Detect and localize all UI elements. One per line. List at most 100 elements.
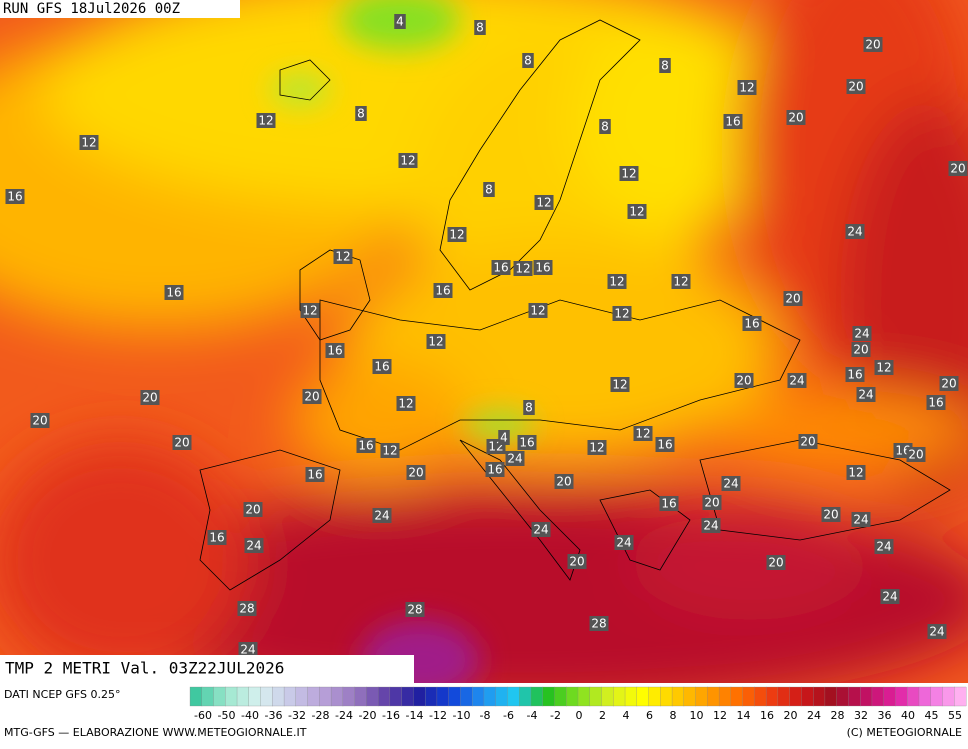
colorbar-swatch bbox=[201, 686, 214, 707]
map-label-box bbox=[79, 135, 99, 150]
map-label: 12 bbox=[673, 275, 688, 289]
map-label: 24 bbox=[876, 540, 891, 554]
map-label: 12 bbox=[848, 466, 863, 480]
map-label-box bbox=[372, 359, 392, 374]
colorbar-label: 14 bbox=[737, 709, 751, 722]
map-label: 20 bbox=[848, 80, 863, 94]
map-label: 20 bbox=[768, 556, 783, 570]
colorbar-swatch bbox=[660, 686, 673, 707]
map-label-box bbox=[599, 119, 611, 134]
map-label: 24 bbox=[240, 643, 255, 657]
colorbar-swatch bbox=[895, 686, 908, 707]
map-label: 24 bbox=[854, 327, 869, 341]
colorbar-label: -2 bbox=[550, 709, 561, 722]
colorbar-label: 28 bbox=[831, 709, 845, 722]
map-label: 16 bbox=[847, 368, 862, 382]
map-label: 16 bbox=[435, 284, 450, 298]
colorbar-swatch bbox=[189, 686, 203, 707]
map-label-box bbox=[30, 413, 50, 428]
colorbar-swatch bbox=[754, 686, 767, 707]
colorbar-label: 36 bbox=[878, 709, 892, 722]
map-label: 24 bbox=[789, 374, 804, 388]
colorbar-label: 16 bbox=[760, 709, 774, 722]
colorbar-label: -60 bbox=[194, 709, 212, 722]
colorbar-swatch bbox=[836, 686, 849, 707]
map-label-box bbox=[554, 474, 574, 489]
colorbar-swatch bbox=[777, 686, 791, 707]
map-label-box bbox=[851, 342, 871, 357]
map-label: 8 bbox=[524, 54, 532, 68]
map-label-box bbox=[426, 334, 446, 349]
temperature-field bbox=[0, 0, 968, 683]
map-label: 20 bbox=[304, 390, 319, 404]
map-label: 8 bbox=[661, 59, 669, 73]
colorbar-label: 55 bbox=[948, 709, 962, 722]
map-label: 24 bbox=[882, 590, 897, 604]
colorbar-swatch bbox=[413, 686, 426, 707]
colorbar-swatch bbox=[354, 686, 367, 707]
colorbar-swatch bbox=[907, 686, 920, 707]
map-label: 20 bbox=[142, 391, 157, 405]
colorbar-swatch bbox=[389, 686, 403, 707]
map-label-box bbox=[164, 285, 184, 300]
colorbar-swatch bbox=[436, 686, 450, 707]
map-label: 24 bbox=[246, 539, 261, 553]
colorbar-label: -36 bbox=[265, 709, 283, 722]
map-label-box bbox=[534, 195, 554, 210]
map-label: 20 bbox=[865, 38, 880, 52]
map-label-box bbox=[300, 303, 320, 318]
colorbar-swatch bbox=[624, 686, 638, 707]
map-label: 28 bbox=[239, 602, 254, 616]
colorbar-swatch bbox=[848, 686, 861, 707]
map-label: 24 bbox=[616, 536, 631, 550]
colorbar-label: -24 bbox=[335, 709, 353, 722]
colorbar-label: 45 bbox=[925, 709, 939, 722]
map-label-box bbox=[356, 438, 376, 453]
colorbar-swatch bbox=[707, 686, 720, 707]
map-label-box bbox=[856, 387, 876, 402]
map-label-box bbox=[491, 260, 511, 275]
colorbar-label: -6 bbox=[503, 709, 514, 722]
colorbar-label: -10 bbox=[453, 709, 471, 722]
map-label: 16 bbox=[374, 360, 389, 374]
map-label: 16 bbox=[358, 439, 373, 453]
colorbar-label: 4 bbox=[623, 709, 630, 722]
map-label: 4 bbox=[396, 15, 404, 29]
colorbar-swatch bbox=[472, 686, 485, 707]
map-label-box bbox=[671, 274, 691, 289]
map-label-box bbox=[787, 373, 807, 388]
colorbar-swatch bbox=[554, 686, 567, 707]
map-label-box bbox=[474, 20, 486, 35]
map-label: 12 bbox=[515, 262, 530, 276]
map-label: 12 bbox=[400, 154, 415, 168]
map-label-box bbox=[5, 189, 25, 204]
colorbar-swatch bbox=[954, 686, 967, 707]
map-label: 20 bbox=[823, 508, 838, 522]
colorbar-swatch bbox=[272, 686, 285, 707]
map-label: 12 bbox=[335, 250, 350, 264]
map-label: 24 bbox=[847, 225, 862, 239]
colorbar-swatch bbox=[648, 686, 661, 707]
source-text: DATI NCEP GFS 0.25° bbox=[4, 688, 121, 701]
map-label: 8 bbox=[476, 21, 484, 35]
colorbar: -60 -50 -40 -36 -32 -28 -24 -20 -16 -14 -12 -10 -8 -6… bbox=[189, 686, 967, 722]
map-label-box bbox=[723, 114, 743, 129]
map-label-box bbox=[874, 539, 894, 554]
colorbar-swatch bbox=[295, 686, 309, 707]
map-label-box bbox=[612, 306, 632, 321]
map-label: 12 bbox=[81, 136, 96, 150]
map-label: 16 bbox=[519, 436, 534, 450]
map-label: 24 bbox=[507, 452, 522, 466]
map-label: 24 bbox=[853, 513, 868, 527]
map-label: 4 bbox=[500, 431, 508, 445]
colorbar-swatch bbox=[801, 686, 814, 707]
colorbar-label: 32 bbox=[854, 709, 868, 722]
map-label-box bbox=[589, 616, 609, 631]
colorbar-swatch bbox=[248, 686, 261, 707]
map-label: 20 bbox=[32, 414, 47, 428]
colorbar-label: -40 bbox=[241, 709, 259, 722]
map-label-box bbox=[846, 79, 866, 94]
map-label-box bbox=[874, 360, 894, 375]
map-label-box bbox=[906, 447, 926, 462]
